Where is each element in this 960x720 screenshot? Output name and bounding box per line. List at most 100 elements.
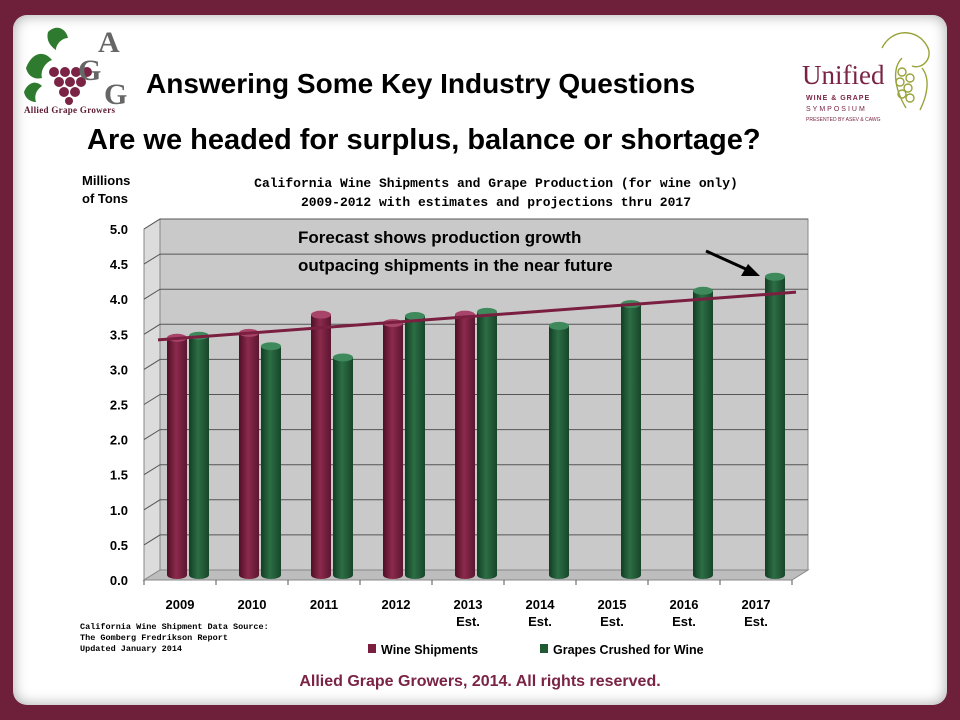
x-tick-label: 2014 bbox=[526, 597, 556, 612]
y-tick-label: 0.0 bbox=[110, 573, 128, 588]
y-tick-label: 3.0 bbox=[110, 362, 128, 377]
slide-title: Answering Some Key Industry Questions bbox=[146, 68, 696, 99]
annotation-text: outpacing shipments in the near future bbox=[298, 256, 613, 275]
logo-letter-g2: G bbox=[104, 78, 127, 108]
y-tick-label: 4.0 bbox=[110, 292, 128, 307]
bar-grapes-crushed bbox=[189, 331, 209, 579]
bar-grapes-crushed-body bbox=[621, 304, 641, 575]
unified-line3: PRESENTED BY ASEV & CAWG bbox=[806, 117, 881, 123]
bar-grapes-crushed-base bbox=[333, 571, 353, 579]
bar-grapes-crushed-base bbox=[405, 571, 425, 579]
annotation-arrow-head bbox=[741, 264, 760, 276]
y-tick-label: 0.5 bbox=[110, 538, 128, 553]
trendline bbox=[157, 290, 797, 342]
annotation-text: Forecast shows production growth bbox=[298, 228, 581, 247]
x-tick-label: 2011 bbox=[310, 597, 338, 612]
unified-symposium-logo: Unified WINE & GRAPE SYMPOSIUM PRESENTED… bbox=[802, 28, 942, 128]
bar-wine-shipments-body bbox=[383, 323, 403, 575]
bar-grapes-crushed-top bbox=[261, 342, 281, 351]
bar-grapes-crushed-base bbox=[189, 571, 209, 579]
legend-label: Wine Shipments bbox=[381, 643, 478, 657]
y-axis-label: of Tons bbox=[82, 191, 128, 206]
bar-grapes-crushed-body bbox=[261, 346, 281, 575]
x-tick-label: 2015 bbox=[598, 597, 627, 612]
gridline bbox=[143, 394, 808, 405]
grape-logo-icon bbox=[24, 27, 92, 105]
bar-grapes-crushed-body bbox=[189, 335, 209, 575]
bar-grapes-crushed bbox=[333, 353, 353, 579]
bar-grapes-crushed-top bbox=[693, 286, 713, 295]
bar-wine-shipments-base bbox=[239, 571, 259, 579]
unified-line2: SYMPOSIUM bbox=[806, 106, 867, 113]
bar-grapes-crushed-base bbox=[765, 571, 785, 579]
x-tick-note: Est. bbox=[456, 614, 480, 629]
x-tick-note: Est. bbox=[528, 614, 552, 629]
unified-line1: WINE & GRAPE bbox=[806, 95, 871, 102]
y-tick-label: 5.0 bbox=[110, 222, 128, 237]
bar-grapes-crushed-body bbox=[333, 357, 353, 575]
source-note: Updated January 2014 bbox=[80, 644, 182, 654]
bar-wine-shipments-body bbox=[311, 314, 331, 575]
legend-swatch bbox=[540, 644, 548, 653]
bar-wine-shipments bbox=[311, 310, 331, 579]
x-tick-note: Est. bbox=[744, 614, 768, 629]
annotation-arrow bbox=[705, 249, 749, 272]
bar-grapes-crushed-top bbox=[333, 353, 353, 362]
bar-wine-shipments-body bbox=[455, 314, 475, 575]
allied-grape-growers-logo: Allied Grape Growers A G G bbox=[22, 22, 132, 118]
gridline bbox=[143, 499, 808, 511]
bar-wine-shipments-base bbox=[455, 571, 475, 579]
bar-grapes-crushed-top bbox=[549, 321, 569, 330]
logo-letter-a: A bbox=[98, 26, 120, 59]
bar-wine-shipments bbox=[239, 328, 259, 579]
gridline bbox=[143, 253, 808, 265]
y-axis-label: Millions bbox=[82, 173, 130, 188]
bar-wine-shipments bbox=[167, 333, 187, 579]
logo-letter-g1: G bbox=[78, 54, 101, 87]
bar-wine-shipments bbox=[383, 319, 403, 579]
y-tick-label: 3.5 bbox=[110, 327, 128, 342]
bar-grapes-crushed-base bbox=[477, 571, 497, 579]
bar-wine-shipments-body bbox=[239, 332, 259, 575]
gridline bbox=[143, 464, 808, 476]
y-tick-label: 2.0 bbox=[110, 433, 128, 448]
legend-swatch bbox=[368, 644, 376, 653]
bar-wine-shipments-base bbox=[167, 571, 187, 579]
bar-grapes-crushed-base bbox=[261, 571, 281, 579]
x-tick-note: Est. bbox=[672, 614, 696, 629]
bar-grapes-crushed bbox=[405, 312, 425, 579]
chart-title: California Wine Shipments and Grape Prod… bbox=[254, 176, 738, 191]
y-tick-label: 1.5 bbox=[110, 468, 128, 483]
unified-word: Unified bbox=[802, 60, 885, 90]
bar-grapes-crushed-body bbox=[693, 290, 713, 575]
bar-grapes-crushed-body bbox=[549, 325, 569, 575]
x-tick-label: 2012 bbox=[382, 597, 411, 612]
logo-brand-name: Allied Grape Growers bbox=[24, 105, 116, 115]
bar-grapes-crushed-base bbox=[549, 571, 569, 579]
bar-wine-shipments bbox=[455, 310, 475, 579]
x-tick-label: 2009 bbox=[166, 597, 195, 612]
bar-grapes-crushed bbox=[477, 307, 497, 579]
bar-grapes-crushed bbox=[693, 286, 713, 579]
bar-grapes-crushed-body bbox=[765, 276, 785, 575]
gridline bbox=[143, 323, 808, 335]
y-tick-label: 2.5 bbox=[110, 398, 128, 413]
source-note: The Gomberg Fredrikson Report bbox=[80, 633, 228, 643]
chart-title: 2009-2012 with estimates and projections… bbox=[301, 195, 691, 210]
y-tick-label: 4.5 bbox=[110, 257, 128, 272]
y-tick-label: 1.0 bbox=[110, 503, 128, 518]
gridline bbox=[143, 358, 808, 370]
footer-copyright: Allied Grape Growers, 2014. All rights r… bbox=[299, 673, 661, 690]
bar-grapes-crushed-top bbox=[765, 272, 785, 281]
bar-grapes-crushed-base bbox=[693, 571, 713, 579]
bar-grapes-crushed-body bbox=[405, 316, 425, 575]
bar-wine-shipments-base bbox=[311, 571, 331, 579]
bar-grapes-crushed-base bbox=[621, 571, 641, 579]
x-tick-note: Est. bbox=[600, 614, 624, 629]
vine-icon bbox=[881, 32, 930, 111]
bar-wine-shipments-base bbox=[383, 571, 403, 579]
gridline bbox=[143, 288, 808, 300]
bar-grapes-crushed bbox=[549, 321, 569, 579]
bar-grapes-crushed bbox=[621, 300, 641, 579]
